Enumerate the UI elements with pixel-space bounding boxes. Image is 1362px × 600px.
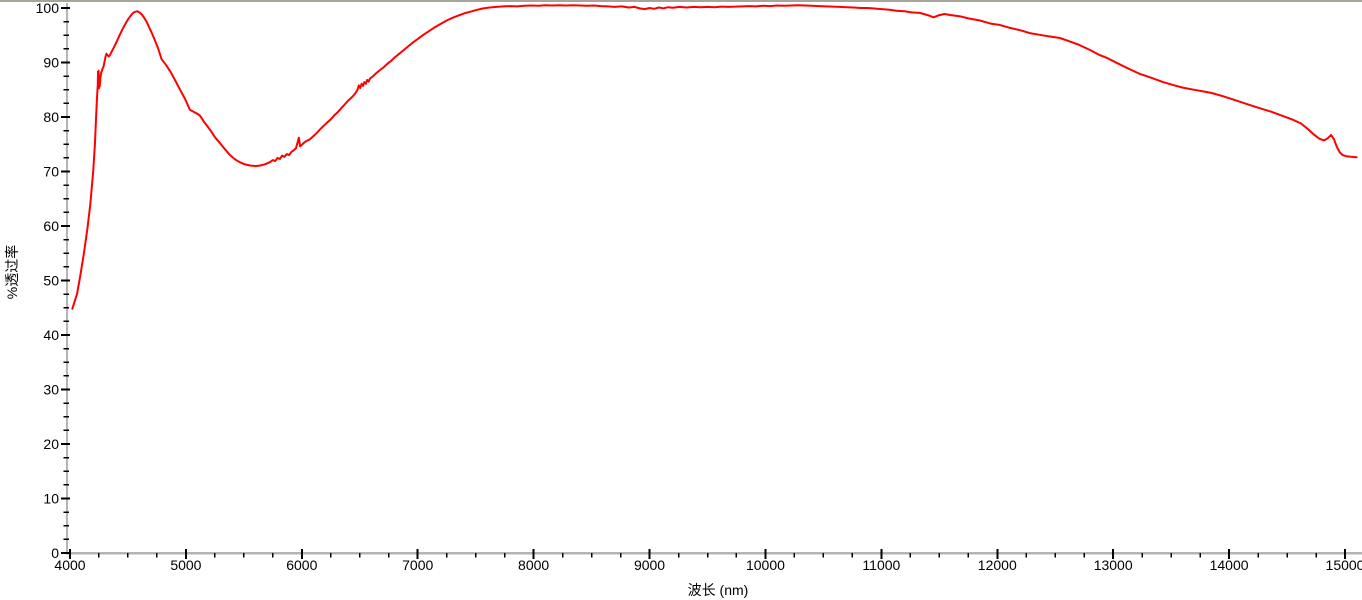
- y-tick-label: 100: [36, 0, 60, 16]
- y-tick-label: 90: [43, 55, 59, 71]
- x-tick-label: 13000: [1094, 557, 1133, 573]
- window-top-border: [0, 0, 1362, 2]
- x-tick-label: 4000: [54, 557, 85, 573]
- y-tick-label: 40: [43, 327, 59, 343]
- x-tick-label: 6000: [286, 557, 317, 573]
- y-tick-label: 50: [43, 273, 59, 289]
- y-tick-label: 70: [43, 164, 59, 180]
- x-axis-title: 波长 (nm): [687, 582, 749, 598]
- x-tick-label: 8000: [518, 557, 549, 573]
- x-tick-label: 10000: [746, 557, 785, 573]
- y-tick-label: 30: [43, 382, 59, 398]
- y-tick-label: 20: [43, 436, 59, 452]
- y-axis-title: %透过率: [4, 244, 20, 300]
- x-tick-label: 15000: [1326, 557, 1362, 573]
- x-tick-label: 5000: [170, 557, 201, 573]
- x-tick-label: 7000: [402, 557, 433, 573]
- y-tick-label: 0: [51, 545, 59, 561]
- y-tick-label: 80: [43, 109, 59, 125]
- y-tick-label: 60: [43, 218, 59, 234]
- x-tick-label: 9000: [634, 557, 665, 573]
- x-tick-label: 11000: [862, 557, 900, 573]
- x-tick-label: 12000: [978, 557, 1017, 573]
- spectrum-line: [71, 4, 1358, 310]
- x-tick-label: 14000: [1210, 557, 1249, 573]
- y-tick-label: 10: [43, 491, 59, 507]
